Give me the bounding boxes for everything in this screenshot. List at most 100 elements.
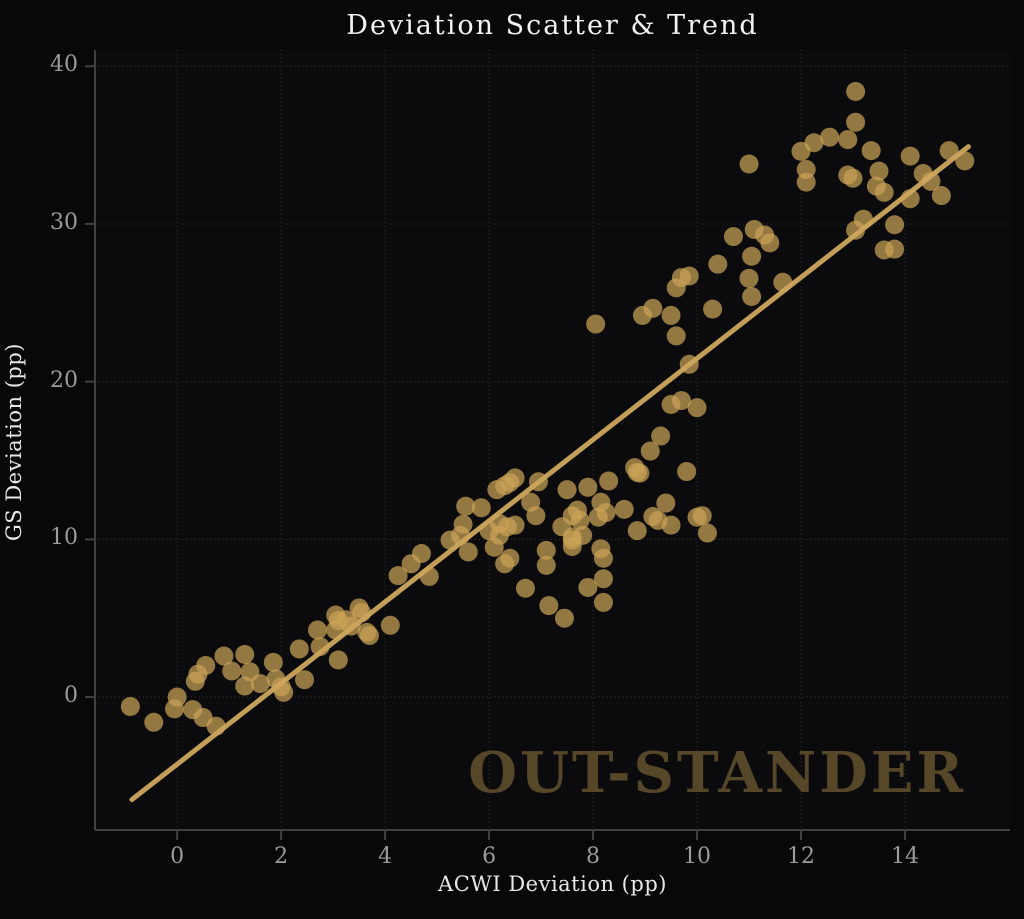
data-point xyxy=(557,480,577,500)
data-point xyxy=(599,471,619,491)
x-tick-label: 12 xyxy=(787,844,815,869)
data-point xyxy=(846,81,866,101)
data-point xyxy=(614,499,634,519)
data-point xyxy=(222,661,242,681)
data-point xyxy=(742,286,762,306)
data-point xyxy=(458,542,478,562)
data-point xyxy=(666,326,686,346)
y-tick-label: 0 xyxy=(64,683,78,709)
data-point xyxy=(697,523,717,543)
data-point xyxy=(536,555,556,575)
data-point xyxy=(495,554,515,574)
data-point xyxy=(515,578,535,598)
data-point xyxy=(677,462,697,482)
data-point xyxy=(250,674,270,694)
data-point xyxy=(593,569,613,589)
data-point xyxy=(874,182,894,202)
data-point xyxy=(552,517,572,537)
data-point xyxy=(796,172,816,192)
y-tick-label: 40 xyxy=(50,52,78,78)
data-point xyxy=(505,468,525,488)
data-point xyxy=(838,130,858,150)
data-point xyxy=(661,515,681,535)
data-point xyxy=(235,676,255,696)
data-point xyxy=(526,506,546,526)
data-point xyxy=(588,507,608,527)
data-point xyxy=(885,215,905,235)
data-point xyxy=(900,146,920,166)
data-point xyxy=(630,463,650,483)
data-point xyxy=(308,620,328,640)
x-tick-label: 2 xyxy=(274,844,289,869)
x-tick-label: 0 xyxy=(170,844,185,869)
data-point xyxy=(760,233,780,253)
data-point xyxy=(869,161,889,181)
data-point xyxy=(885,239,905,259)
x-tick-label: 4 xyxy=(378,844,393,869)
data-point xyxy=(471,498,491,518)
data-point xyxy=(144,712,164,732)
data-point xyxy=(456,496,476,516)
data-point xyxy=(235,644,255,664)
y-tick-label: 10 xyxy=(50,525,78,551)
data-point xyxy=(289,639,309,659)
data-point xyxy=(380,615,400,635)
x-tick-label: 10 xyxy=(683,844,712,869)
data-point xyxy=(791,141,811,161)
x-axis-label: ACWI Deviation (pp) xyxy=(438,872,667,896)
watermark: OUT-STANDER xyxy=(468,740,966,806)
data-point xyxy=(586,314,606,334)
data-point xyxy=(295,670,315,690)
data-point xyxy=(570,510,590,530)
data-point xyxy=(651,426,671,446)
data-point xyxy=(656,493,676,513)
y-tick-label: 30 xyxy=(50,209,78,235)
data-point xyxy=(593,592,613,612)
data-point xyxy=(196,656,216,676)
data-point xyxy=(861,141,881,161)
data-point xyxy=(360,626,379,646)
data-point xyxy=(578,477,598,497)
data-point xyxy=(846,220,866,240)
x-tick-label: 8 xyxy=(586,844,601,869)
y-tick-label: 20 xyxy=(50,367,78,393)
data-point xyxy=(931,186,951,206)
data-point xyxy=(643,298,663,318)
data-point xyxy=(328,650,348,670)
data-point xyxy=(562,536,582,556)
data-point xyxy=(554,608,574,628)
data-point xyxy=(708,254,728,274)
data-point xyxy=(593,548,613,568)
data-point xyxy=(739,154,759,174)
x-tick-label: 14 xyxy=(890,844,919,869)
data-point xyxy=(846,112,866,132)
data-point xyxy=(703,299,723,319)
data-point xyxy=(687,507,707,527)
data-point xyxy=(214,646,234,666)
data-point xyxy=(742,246,762,266)
trend-line xyxy=(129,144,971,803)
data-point xyxy=(578,577,598,597)
data-point xyxy=(739,268,759,288)
data-point xyxy=(627,521,647,541)
data-point xyxy=(536,540,556,560)
chart-title: Deviation Scatter & Trend xyxy=(346,10,759,41)
x-tick-label: 6 xyxy=(482,844,497,869)
data-point xyxy=(453,514,473,534)
data-point xyxy=(120,697,140,717)
data-point xyxy=(497,517,517,537)
data-point xyxy=(723,227,743,247)
data-point xyxy=(820,127,840,147)
y-axis-label: GS Deviation (pp) xyxy=(2,343,26,541)
data-point xyxy=(640,441,660,461)
data-point xyxy=(671,391,691,411)
data-point xyxy=(388,566,408,586)
data-point xyxy=(661,305,681,325)
data-point xyxy=(263,652,283,672)
data-point xyxy=(411,544,431,564)
data-point xyxy=(843,168,863,188)
data-point xyxy=(165,699,185,719)
data-point xyxy=(687,398,707,418)
